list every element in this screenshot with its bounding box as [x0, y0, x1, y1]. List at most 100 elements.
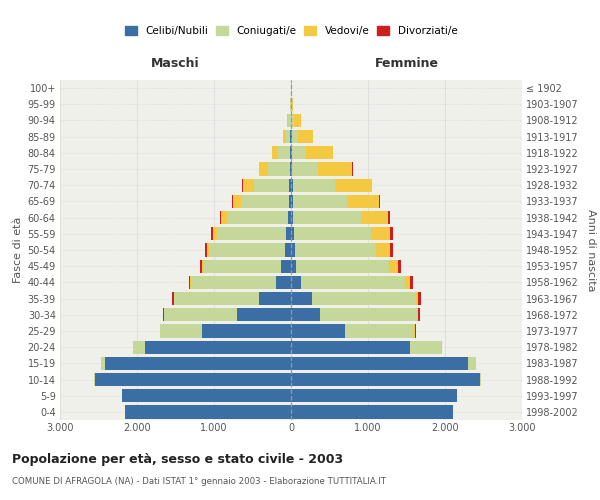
- Bar: [290, 130, 291, 143]
- Bar: [207, 244, 209, 256]
- Bar: [291, 178, 293, 192]
- Bar: [213, 227, 217, 240]
- Bar: [122, 389, 291, 402]
- Bar: [376, 244, 390, 256]
- Bar: [291, 195, 293, 208]
- Bar: [163, 308, 164, 322]
- Bar: [289, 195, 291, 208]
- Bar: [291, 146, 292, 160]
- Bar: [295, 114, 301, 127]
- Bar: [335, 178, 372, 192]
- Bar: [285, 244, 291, 256]
- Y-axis label: Anni di nascita: Anni di nascita: [586, 209, 596, 291]
- Bar: [275, 276, 291, 289]
- Bar: [254, 178, 289, 192]
- Bar: [294, 227, 371, 240]
- Bar: [298, 130, 313, 143]
- Bar: [291, 260, 296, 273]
- Bar: [290, 98, 291, 111]
- Bar: [418, 308, 420, 322]
- Bar: [291, 227, 294, 240]
- Bar: [291, 340, 410, 354]
- Bar: [145, 340, 291, 354]
- Bar: [290, 162, 291, 175]
- Legend: Celibi/Nubili, Coniugati/e, Vedovi/e, Divorziati/e: Celibi/Nubili, Coniugati/e, Vedovi/e, Di…: [122, 24, 460, 38]
- Text: Popolazione per età, sesso e stato civile - 2003: Popolazione per età, sesso e stato civil…: [12, 452, 343, 466]
- Bar: [133, 340, 145, 354]
- Bar: [347, 195, 379, 208]
- Bar: [317, 162, 352, 175]
- Bar: [94, 373, 95, 386]
- Bar: [320, 308, 416, 322]
- Bar: [291, 373, 479, 386]
- Bar: [286, 227, 291, 240]
- Bar: [233, 195, 241, 208]
- Bar: [293, 211, 361, 224]
- Bar: [415, 324, 416, 338]
- Bar: [468, 356, 476, 370]
- Bar: [291, 324, 345, 338]
- Bar: [292, 162, 317, 175]
- Bar: [237, 308, 291, 322]
- Bar: [211, 227, 213, 240]
- Bar: [200, 260, 202, 273]
- Bar: [388, 211, 389, 224]
- Bar: [287, 211, 291, 224]
- Text: Maschi: Maschi: [151, 58, 200, 70]
- Bar: [101, 356, 104, 370]
- Bar: [371, 227, 391, 240]
- Bar: [292, 130, 298, 143]
- Bar: [291, 356, 468, 370]
- Bar: [164, 308, 237, 322]
- Bar: [390, 244, 393, 256]
- Bar: [259, 162, 268, 175]
- Bar: [281, 260, 291, 273]
- Bar: [398, 260, 401, 273]
- Text: Femmine: Femmine: [374, 58, 439, 70]
- Bar: [292, 98, 293, 111]
- Bar: [291, 162, 292, 175]
- Bar: [125, 406, 291, 418]
- Bar: [259, 292, 291, 305]
- Bar: [312, 292, 416, 305]
- Bar: [172, 292, 173, 305]
- Bar: [291, 276, 301, 289]
- Bar: [202, 324, 291, 338]
- Bar: [174, 292, 259, 305]
- Bar: [379, 195, 380, 208]
- Bar: [291, 406, 453, 418]
- Bar: [292, 146, 306, 160]
- Bar: [278, 146, 290, 160]
- Bar: [289, 114, 290, 127]
- Bar: [293, 195, 347, 208]
- Bar: [291, 98, 292, 111]
- Bar: [418, 292, 421, 305]
- Bar: [232, 195, 233, 208]
- Text: COMUNE DI AFRAGOLA (NA) - Dati ISTAT 1° gennaio 2003 - Elaborazione TUTTITALIA.I: COMUNE DI AFRAGOLA (NA) - Dati ISTAT 1° …: [12, 478, 386, 486]
- Bar: [416, 292, 418, 305]
- Bar: [291, 292, 312, 305]
- Bar: [295, 244, 376, 256]
- Bar: [243, 178, 254, 192]
- Bar: [95, 373, 291, 386]
- Bar: [190, 276, 191, 289]
- Bar: [293, 178, 335, 192]
- Bar: [410, 340, 441, 354]
- Bar: [405, 276, 410, 289]
- Bar: [191, 276, 275, 289]
- Bar: [289, 178, 291, 192]
- Bar: [291, 130, 292, 143]
- Bar: [306, 146, 333, 160]
- Bar: [301, 276, 405, 289]
- Bar: [389, 260, 398, 273]
- Bar: [268, 162, 290, 175]
- Bar: [291, 211, 293, 224]
- Bar: [104, 356, 291, 370]
- Bar: [291, 389, 457, 402]
- Bar: [291, 244, 295, 256]
- Bar: [241, 195, 289, 208]
- Bar: [209, 244, 285, 256]
- Bar: [272, 146, 278, 160]
- Bar: [410, 276, 413, 289]
- Bar: [202, 260, 204, 273]
